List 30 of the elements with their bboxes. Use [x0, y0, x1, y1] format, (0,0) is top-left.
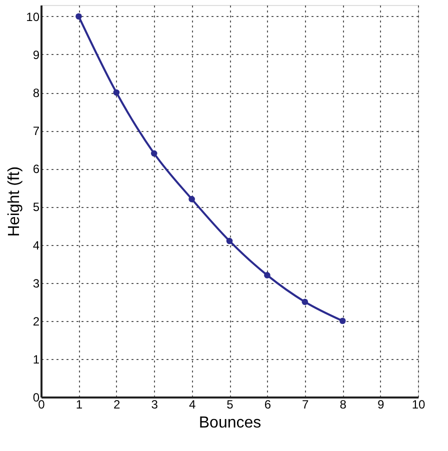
point [226, 238, 233, 244]
y-tick-label: 10 [26, 10, 40, 24]
point [264, 272, 270, 278]
y-tick-label: 4 [32, 238, 40, 252]
x-tick-label: 6 [264, 398, 272, 412]
x-tick-label: 10 [412, 398, 426, 412]
y-tick-label: 2 [32, 314, 40, 328]
y-tick-label: 5 [32, 200, 40, 214]
x-tick-label: 2 [114, 398, 121, 412]
x-tick-label: 4 [188, 398, 196, 412]
point [76, 13, 82, 20]
y-tick-label: 9 [32, 48, 40, 62]
point [302, 298, 308, 306]
point [188, 196, 195, 202]
x-tick-label: 9 [377, 398, 384, 412]
y-tick-label: 1 [32, 352, 40, 366]
point [339, 318, 346, 324]
point [113, 89, 120, 96]
x-tick-label: 7 [302, 398, 310, 412]
y-tick-label: 3 [32, 276, 40, 290]
x-tick-label: 1 [76, 398, 83, 412]
x-tick-label: 8 [340, 398, 347, 412]
point [150, 150, 158, 157]
y-tick-label: 7 [32, 124, 40, 138]
y-tick-label: 8 [32, 86, 40, 100]
y-tick-label: 6 [32, 162, 40, 176]
y-axis-title: Height (ft) [6, 166, 24, 237]
x-axis-title: Bounces [198, 414, 262, 432]
x-tick-label: 5 [226, 398, 234, 412]
x-tick-label: 3 [151, 398, 158, 412]
